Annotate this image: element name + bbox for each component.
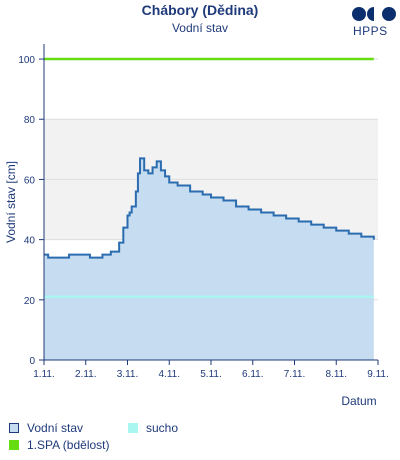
y-tick-label: 60: [24, 175, 36, 186]
x-tick-label: 3.11.: [117, 369, 139, 380]
series-line-vodni-stav: [44, 157, 375, 259]
legend-swatch-spa1: [9, 440, 19, 450]
x-tick-label: 5.11.: [200, 369, 222, 380]
hpps-logo: [352, 7, 396, 21]
chart-subtitle: Vodní stav: [171, 21, 229, 35]
x-tick-label: 7.11.: [284, 369, 306, 380]
chart-title: Chábory (Dědina): [141, 2, 259, 18]
legend-label-spa1: 1.SPA (bdělost): [27, 438, 110, 452]
y-tick-label: 80: [24, 115, 36, 126]
x-tick-label: 2.11.: [75, 369, 97, 380]
legend-item-spa1[interactable]: 1.SPA (bdělost): [9, 438, 110, 452]
legend-item-vodni-stav[interactable]: Vodní stav: [9, 421, 83, 435]
legend-swatch-vodni-stav: [9, 423, 19, 433]
series-area-vodni-stav: [44, 158, 374, 360]
y-tick-label: 100: [18, 55, 35, 66]
x-tick-label: 1.11.: [33, 369, 55, 380]
legend-item-sucho[interactable]: sucho: [128, 421, 178, 435]
logo-text: HPPS: [353, 24, 388, 38]
y-tick-label: 0: [29, 356, 35, 367]
legend-label-sucho: sucho: [146, 421, 179, 435]
y-tick-label: 40: [24, 236, 36, 247]
x-tick-label: 6.11.: [242, 369, 264, 380]
y-axis-label: Vodní stav [cm]: [4, 161, 18, 243]
y-tick-label: 20: [24, 296, 36, 307]
x-tick-label: 4.11.: [159, 369, 181, 380]
legend-label-vodni-stav: Vodní stav: [27, 421, 84, 435]
legend-swatch-sucho: [128, 423, 138, 433]
x-axis-label: Datum: [341, 394, 376, 408]
x-tick-label: 8.11.: [326, 369, 348, 380]
x-tick-label: 9.11.: [367, 369, 389, 380]
